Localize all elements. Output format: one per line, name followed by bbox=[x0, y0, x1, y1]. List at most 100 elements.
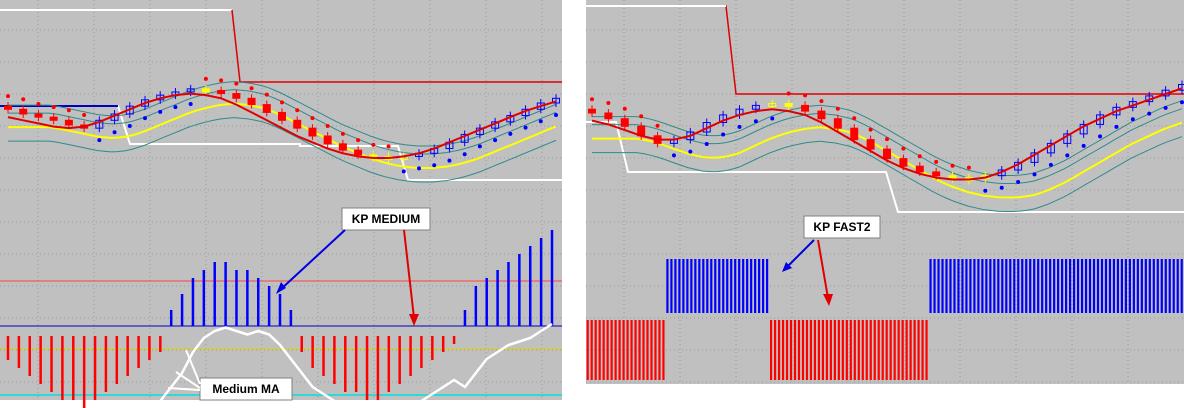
signal-block-down bbox=[825, 320, 828, 380]
signal-block-down bbox=[841, 320, 844, 380]
signal-dot bbox=[1163, 105, 1168, 110]
signal-block-down bbox=[626, 320, 629, 380]
signal-block-up bbox=[981, 259, 984, 313]
signal-block-down bbox=[634, 320, 637, 380]
signal-block-down bbox=[897, 320, 900, 380]
signal-block-down bbox=[925, 320, 928, 380]
signal-dot bbox=[523, 125, 528, 130]
signal-block-down bbox=[602, 320, 605, 380]
signal-block-up bbox=[678, 259, 681, 313]
signal-block-up bbox=[989, 259, 992, 313]
callout-medium-ma: Medium MA bbox=[212, 382, 280, 396]
signal-block-up bbox=[1120, 259, 1124, 313]
signal-block-down bbox=[785, 320, 789, 380]
signal-dot bbox=[340, 131, 345, 136]
signal-block-up bbox=[1068, 259, 1072, 313]
signal-block-up bbox=[1160, 259, 1163, 313]
signal-block-up bbox=[1084, 259, 1088, 313]
signal-block-down bbox=[865, 320, 868, 380]
signal-block-up bbox=[1144, 259, 1147, 313]
signal-dot bbox=[538, 119, 543, 124]
signal-block-up bbox=[1132, 259, 1135, 313]
signal-block-up bbox=[993, 259, 996, 313]
signal-dot bbox=[852, 116, 857, 121]
signal-block-up bbox=[1124, 259, 1127, 313]
signal-block-down bbox=[622, 320, 625, 380]
candle-body bbox=[201, 88, 210, 93]
signal-dot bbox=[803, 93, 808, 98]
signal-block-up bbox=[973, 259, 976, 313]
signal-block-down bbox=[590, 320, 593, 380]
signal-block-down bbox=[845, 320, 848, 380]
candle-body bbox=[19, 108, 28, 115]
signal-dot bbox=[97, 138, 102, 143]
signal-block-down bbox=[921, 320, 924, 380]
signal-block-up bbox=[1053, 259, 1056, 313]
signal-block-up bbox=[933, 259, 936, 313]
candle-body bbox=[915, 165, 924, 173]
candle-body bbox=[293, 119, 302, 129]
signal-block-up bbox=[969, 259, 972, 313]
signal-dot bbox=[477, 144, 482, 149]
candle-body bbox=[1178, 84, 1184, 91]
signal-dot bbox=[21, 97, 26, 102]
signal-block-up bbox=[937, 259, 940, 313]
signal-dot bbox=[295, 108, 300, 113]
signal-dot bbox=[1114, 124, 1119, 129]
signal-block-down bbox=[797, 320, 801, 380]
signal-block-up bbox=[1021, 259, 1024, 313]
signal-block-down bbox=[893, 320, 896, 380]
plot-background bbox=[586, 0, 1184, 384]
signal-block-up bbox=[1005, 259, 1008, 313]
signal-dot bbox=[554, 113, 558, 117]
signal-block-up bbox=[945, 259, 948, 313]
signal-block-up bbox=[1104, 259, 1108, 313]
candle-body bbox=[141, 99, 149, 107]
lower-teal-band bbox=[8, 117, 557, 183]
candle-body bbox=[899, 158, 908, 167]
signal-dot bbox=[1081, 143, 1086, 148]
signal-block-down bbox=[606, 320, 609, 380]
signal-dot bbox=[1048, 162, 1053, 167]
signal-block-up bbox=[1001, 259, 1004, 313]
signal-block-up bbox=[682, 259, 685, 313]
candle-body bbox=[784, 103, 793, 107]
candle-body bbox=[354, 149, 363, 156]
signal-block-down bbox=[877, 320, 880, 380]
candle-body bbox=[95, 119, 104, 129]
arrow-blue-head bbox=[782, 262, 792, 272]
signal-block-down bbox=[610, 320, 613, 380]
signal-block-up bbox=[1176, 259, 1179, 313]
signal-dot bbox=[188, 102, 193, 106]
candle-body bbox=[1112, 106, 1121, 116]
signal-dot bbox=[885, 137, 889, 142]
signal-dot bbox=[173, 105, 178, 110]
signal-block-up bbox=[957, 259, 960, 313]
chart-panel-right: KP FAST2 bbox=[586, 0, 1184, 384]
signal-block-up bbox=[718, 259, 721, 313]
signal-block-down bbox=[781, 320, 785, 380]
signal-block-down bbox=[586, 320, 589, 380]
signal-block-up bbox=[1065, 259, 1068, 313]
signal-block-up bbox=[1013, 259, 1016, 313]
signal-block-up bbox=[706, 259, 709, 313]
signal-block-down bbox=[813, 320, 817, 380]
candle-body bbox=[34, 113, 43, 118]
signal-block-down bbox=[594, 320, 597, 380]
signal-dot bbox=[203, 76, 208, 81]
signal-block-up bbox=[1100, 259, 1104, 313]
candle-body bbox=[262, 104, 271, 113]
signal-block-up bbox=[949, 259, 952, 313]
signal-dot bbox=[934, 159, 939, 164]
signal-dot bbox=[143, 116, 147, 121]
signal-block-up bbox=[1164, 259, 1167, 313]
candle-body bbox=[552, 97, 560, 104]
signal-dot bbox=[386, 144, 391, 149]
signal-block-up bbox=[1096, 259, 1100, 313]
signal-block-up bbox=[961, 259, 964, 313]
signal-block-up bbox=[1025, 259, 1028, 313]
candle-body bbox=[883, 148, 891, 160]
signal-block-up bbox=[1057, 259, 1060, 313]
candle-body bbox=[308, 127, 317, 137]
arrow-red bbox=[403, 229, 415, 319]
